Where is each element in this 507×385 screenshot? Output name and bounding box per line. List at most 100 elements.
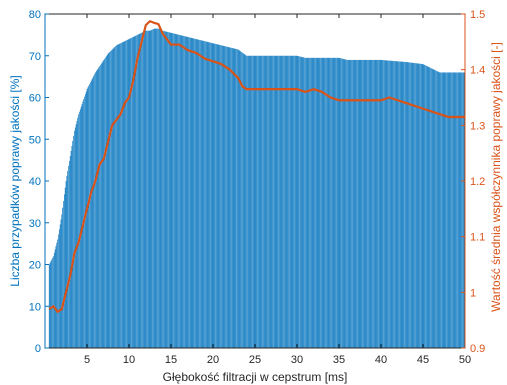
- bar: [275, 55, 277, 348]
- bar: [244, 54, 246, 348]
- bar: [338, 57, 340, 349]
- bar: [79, 111, 80, 348]
- bar: [187, 36, 189, 349]
- bar: [316, 57, 318, 349]
- bar: [116, 45, 117, 349]
- y-right-tick-label: 0.9: [470, 343, 485, 355]
- bar: [111, 49, 113, 349]
- bar: [51, 259, 53, 348]
- bar: [55, 246, 57, 348]
- bar: [348, 59, 350, 349]
- bar: [190, 37, 192, 349]
- bar: [427, 66, 429, 349]
- bar: [402, 61, 404, 348]
- bar: [352, 59, 353, 349]
- bar: [456, 72, 457, 348]
- bar: [201, 40, 203, 348]
- bar: [111, 50, 112, 348]
- bar: [455, 72, 457, 348]
- bar: [266, 55, 268, 348]
- bar: [95, 72, 96, 348]
- bar: [407, 62, 409, 348]
- bar: [273, 55, 274, 348]
- x-tick-label: 40: [375, 354, 387, 366]
- y-right-tick-label: 1.5: [470, 9, 485, 21]
- bar: [255, 55, 257, 348]
- bar: [62, 207, 63, 348]
- bar: [63, 201, 64, 348]
- bar: [263, 55, 264, 348]
- bar: [141, 32, 142, 348]
- bar: [151, 29, 153, 349]
- bar: [435, 70, 436, 349]
- x-tick-label: 5: [84, 354, 90, 366]
- bar: [226, 46, 227, 349]
- bar: [419, 63, 420, 349]
- bar: [321, 57, 323, 349]
- bar: [137, 34, 139, 349]
- bar: [384, 60, 386, 349]
- bar: [241, 51, 242, 349]
- y-axis-left-title: Liczba przypadków poprawy jakości [%]: [8, 75, 22, 286]
- bar: [204, 41, 205, 348]
- bar: [310, 57, 312, 349]
- bar: [389, 60, 391, 348]
- bar: [246, 55, 247, 348]
- bar: [84, 94, 86, 348]
- bar: [432, 69, 434, 349]
- bar: [393, 60, 394, 348]
- bar: [340, 58, 342, 348]
- bar: [302, 57, 304, 349]
- bar: [58, 229, 60, 348]
- bar: [216, 44, 217, 349]
- bar: [291, 55, 293, 348]
- bar: [236, 49, 237, 348]
- bar: [365, 59, 367, 349]
- bar: [85, 91, 87, 349]
- bar: [66, 175, 68, 348]
- bar: [462, 72, 464, 348]
- x-tick-label: 45: [417, 354, 429, 366]
- bar: [254, 55, 256, 348]
- bar: [371, 59, 373, 349]
- bar: [88, 85, 90, 348]
- bar: [153, 28, 155, 349]
- bar: [106, 54, 108, 348]
- bar: [149, 30, 151, 348]
- bar: [97, 68, 99, 348]
- bar: [105, 57, 106, 349]
- x-tick-label: 35: [333, 354, 345, 366]
- bar: [276, 55, 278, 348]
- bar: [346, 59, 347, 348]
- bar: [451, 72, 452, 348]
- bar: [342, 58, 344, 348]
- bar: [213, 43, 215, 349]
- bar: [462, 72, 463, 348]
- bar: [113, 47, 115, 348]
- bar: [89, 84, 90, 348]
- bar: [69, 160, 70, 348]
- bar: [305, 57, 307, 349]
- bar: [366, 59, 368, 349]
- bar: [147, 30, 149, 348]
- y-right-tick-label: 1.4: [470, 65, 485, 77]
- bar: [444, 72, 446, 348]
- bar: [173, 33, 174, 348]
- bar: [431, 68, 432, 349]
- bar: [77, 117, 79, 348]
- bar: [359, 59, 361, 349]
- bar: [434, 69, 436, 348]
- bar: [112, 48, 114, 349]
- bar: [86, 89, 88, 349]
- bar: [398, 61, 399, 348]
- bar: [174, 33, 176, 348]
- bar: [161, 30, 163, 349]
- bar: [129, 38, 131, 348]
- bar: [454, 72, 456, 348]
- bar: [373, 59, 374, 349]
- bar: [50, 261, 52, 348]
- bar: [357, 59, 359, 349]
- bar: [327, 57, 329, 349]
- bar: [320, 57, 321, 349]
- bar: [148, 30, 150, 348]
